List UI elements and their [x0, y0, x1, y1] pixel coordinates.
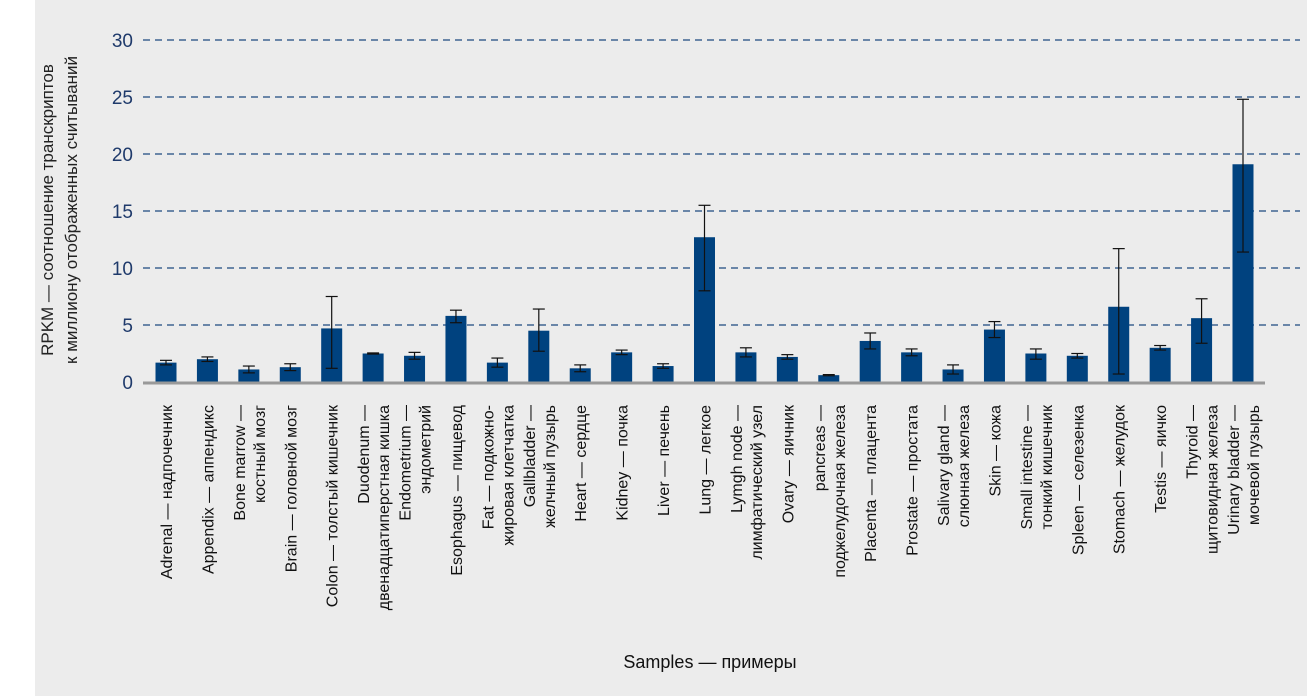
x-tick-label: Gallbladder — — [522, 405, 539, 507]
x-axis-label: Samples — примеры — [623, 652, 796, 672]
x-tick-label: Endometrium — — [398, 405, 415, 521]
x-tick-label: жировая клетчатка — [500, 405, 517, 546]
x-tick-label: щитовидная железа — [1205, 405, 1222, 554]
x-tick-label: pancreas — — [812, 405, 829, 491]
bar — [362, 353, 384, 382]
x-tick-label: Ovary — яичник — [780, 404, 797, 523]
bar — [404, 355, 426, 382]
bar — [1191, 318, 1213, 382]
x-tick-label: Salivary gland — — [936, 405, 953, 526]
x-tick-label: Fat — подкожно- — [480, 405, 497, 529]
y-tick-label: 20 — [112, 145, 133, 166]
x-tick-label: Placenta — плацента — [863, 405, 880, 562]
x-tick-label: желчный пузырь — [542, 405, 559, 528]
x-tick-label: Heart — сердце — [573, 405, 590, 522]
x-tick-label: Thyroid — — [1185, 405, 1202, 479]
x-tick-label: Colon — толстый кишечник — [325, 404, 342, 607]
y-tick-label: 0 — [122, 373, 133, 394]
bar — [652, 366, 674, 382]
x-tick-label: тонкий кишечник — [1039, 404, 1056, 529]
x-tick-label: Spleen — селезенка — [1070, 405, 1087, 555]
bar — [776, 356, 798, 382]
bar — [1025, 353, 1047, 382]
bar — [694, 237, 715, 382]
x-tick-label: Bone marrow — — [232, 405, 249, 521]
x-tick-label: Lung — легкое — [698, 405, 715, 515]
bar — [859, 340, 881, 382]
x-tick-label: эндометрий — [418, 405, 435, 494]
bar — [1232, 164, 1254, 382]
bar — [528, 330, 550, 382]
x-tick-label: поджелудочная железа — [832, 405, 849, 578]
bar — [901, 352, 923, 382]
x-tick-label: Duodenum — — [356, 405, 373, 504]
x-tick-label: Testis — яичко — [1153, 405, 1170, 513]
x-tick-label: Kidney — почка — [615, 405, 632, 521]
y-tick-label: 15 — [112, 202, 133, 223]
y-tick-label: 30 — [112, 31, 133, 52]
x-tick-label: Skin — кожа — [987, 405, 1004, 497]
bar — [942, 369, 964, 382]
bar — [983, 329, 1005, 382]
x-tick-label: Adrenal — надпочечник — [159, 404, 176, 579]
x-tick-label: Lymgh node — — [729, 405, 746, 513]
x-tick-label: слюнная железа — [956, 405, 973, 527]
x-tick-label: Prostate — простата — [905, 405, 922, 556]
y-tick-label: 10 — [112, 259, 133, 280]
y-tick-label: 25 — [112, 88, 133, 109]
bar — [445, 315, 467, 382]
x-tick-label: Urinary bladder — — [1226, 405, 1243, 535]
x-tick-label: Brain — головной мозг — [283, 405, 300, 572]
x-tick-label: Stomach — желудок — [1112, 404, 1129, 554]
x-tick-label: костный мозг — [252, 405, 269, 503]
bar — [196, 359, 218, 382]
bar — [735, 352, 757, 382]
bar — [155, 362, 177, 382]
bar — [818, 375, 840, 382]
x-tick-label: двенадцатиперстная кишка — [376, 405, 393, 610]
bar — [1066, 355, 1088, 382]
y-tick-label: 5 — [122, 316, 133, 337]
y-axis-label: к миллиону отображенных считываний — [62, 56, 81, 364]
chart-panel — [35, 0, 1307, 696]
bar — [1149, 347, 1171, 382]
x-tick-label: Liver — печень — [656, 405, 673, 516]
y-axis-label: RPKM — соотношение транскриптов — [38, 64, 57, 356]
x-tick-label: лимфатический узел — [749, 405, 766, 560]
bar — [611, 352, 633, 382]
x-tick-label: Esophagus — пищевод — [449, 404, 466, 575]
x-tick-label: Appendix — аппендикс — [200, 405, 217, 574]
x-tick-label: мочевой пузырь — [1246, 405, 1263, 525]
x-tick-label: Small intestine — — [1019, 405, 1036, 530]
